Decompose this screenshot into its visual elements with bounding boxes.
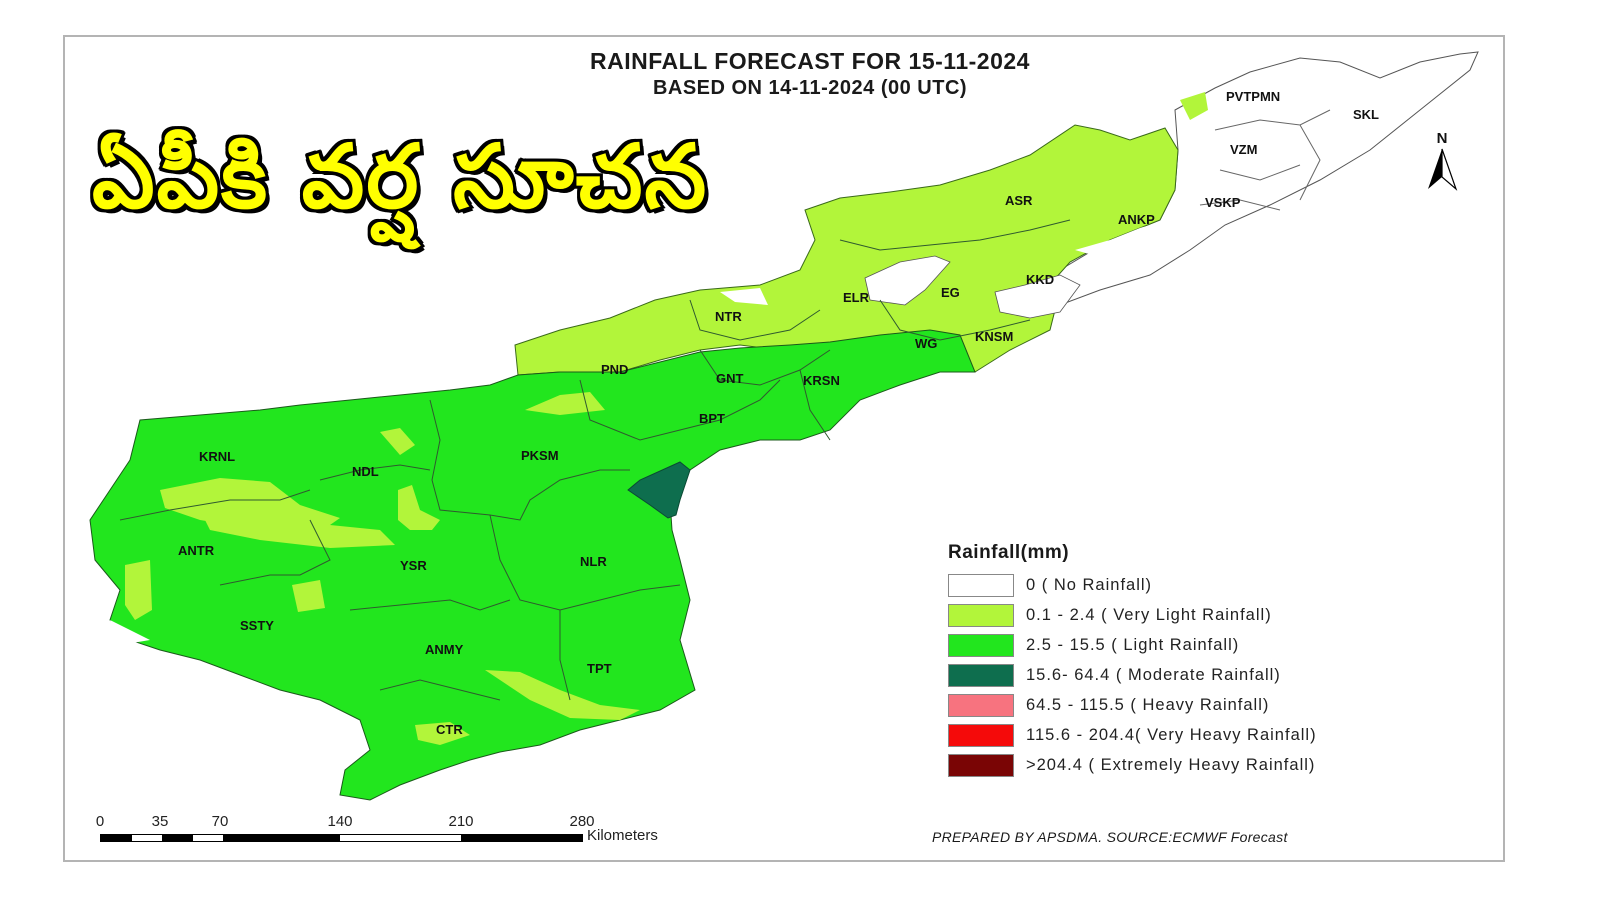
- district-label-knsm: KNSM: [975, 329, 1013, 344]
- source-credit: PREPARED BY APSDMA. SOURCE:ECMWF Forecas…: [932, 829, 1288, 845]
- district-label-ctr: CTR: [436, 722, 463, 737]
- district-label-pvtpmn: PVTPMN: [1226, 89, 1280, 104]
- district-label-eg: EG: [941, 285, 960, 300]
- legend-item-extremely-heavy: >204.4 ( Extremely Heavy Rainfall): [948, 750, 1317, 780]
- legend-item-very-light: 0.1 - 2.4 ( Very Light Rainfall): [948, 600, 1317, 630]
- scale-tick: 35: [151, 813, 169, 830]
- legend-swatch: [948, 633, 1014, 657]
- legend-item-no-rainfall: 0 ( No Rainfall): [948, 570, 1317, 600]
- north-label: N: [1436, 130, 1448, 147]
- scale-tick: 280: [569, 813, 595, 830]
- district-label-antr: ANTR: [178, 543, 215, 558]
- legend-label: 0 ( No Rainfall): [1026, 575, 1153, 594]
- region-light-south: [89, 329, 976, 801]
- legend-title: Rainfall(mm): [948, 542, 1070, 563]
- district-label-anmy: ANMY: [425, 642, 464, 657]
- legend-item-very-heavy: 115.6 - 204.4( Very Heavy Rainfall): [948, 720, 1317, 750]
- district-label-vzm: VZM: [1230, 142, 1257, 157]
- map-title: RAINFALL FORECAST FOR 15-11-2024 BASED O…: [480, 48, 1140, 100]
- district-label-elr: ELR: [843, 290, 870, 305]
- district-label-pksm: PKSM: [521, 448, 559, 463]
- telugu-headline: ఏపీకి వర్ష సూచన: [89, 122, 709, 231]
- scale-tick: 210: [448, 813, 474, 830]
- legend-label: 0.1 - 2.4 ( Very Light Rainfall): [1026, 605, 1272, 624]
- district-label-asr: ASR: [1005, 193, 1033, 208]
- legend-swatch: [948, 723, 1014, 747]
- legend-swatch: [948, 693, 1014, 717]
- legend-item-heavy: 64.5 - 115.5 ( Heavy Rainfall): [948, 690, 1317, 720]
- legend-swatch: [948, 603, 1014, 627]
- legend-swatch: [948, 573, 1014, 597]
- scale-tick: 70: [211, 813, 229, 830]
- district-label-nlr: NLR: [580, 554, 607, 569]
- district-label-krnl: KRNL: [199, 449, 235, 464]
- legend-label: >204.4 ( Extremely Heavy Rainfall): [1026, 755, 1316, 774]
- legend-item-light: 2.5 - 15.5 ( Light Rainfall): [948, 630, 1317, 660]
- district-label-pnd: PND: [601, 362, 628, 377]
- district-label-ssty: SSTY: [240, 618, 274, 633]
- district-label-krsn: KRSN: [803, 373, 840, 388]
- region-moderate: [627, 461, 691, 519]
- scale-tick: 0: [95, 813, 105, 830]
- district-label-gnt: GNT: [716, 371, 744, 386]
- legend: Rainfall(mm) 0 ( No Rainfall) 0.1 - 2.4 …: [948, 542, 1317, 780]
- legend-label: 2.5 - 15.5 ( Light Rainfall): [1026, 635, 1240, 654]
- legend-label: 64.5 - 115.5 ( Heavy Rainfall): [1026, 695, 1270, 714]
- district-label-bpt: BPT: [699, 411, 725, 426]
- district-label-wg: WG: [915, 336, 937, 351]
- district-label-ankp: ANKP: [1118, 212, 1155, 227]
- scale-unit: Kilometers: [587, 827, 658, 844]
- north-arrow-icon: [1428, 148, 1458, 191]
- title-line-1: RAINFALL FORECAST FOR 15-11-2024: [590, 48, 1030, 74]
- district-label-kkd: KKD: [1026, 272, 1054, 287]
- district-label-vskp: VSKP: [1205, 195, 1241, 210]
- legend-swatch: [948, 753, 1014, 777]
- legend-item-moderate: 15.6- 64.4 ( Moderate Rainfall): [948, 660, 1317, 690]
- legend-label: 115.6 - 204.4( Very Heavy Rainfall): [1026, 725, 1317, 744]
- district-label-skl: SKL: [1353, 107, 1379, 122]
- legend-swatch: [948, 663, 1014, 687]
- district-label-tpt: TPT: [587, 661, 612, 676]
- scale-tick: 140: [327, 813, 353, 830]
- district-label-ysr: YSR: [400, 558, 427, 573]
- district-label-ntr: NTR: [715, 309, 742, 324]
- north-arrow: N: [1424, 130, 1460, 196]
- legend-label: 15.6- 64.4 ( Moderate Rainfall): [1026, 665, 1281, 684]
- scale-bar-graphic: [100, 834, 583, 842]
- title-line-2: BASED ON 14-11-2024 (00 UTC): [652, 77, 968, 99]
- district-label-ndl: NDL: [352, 464, 379, 479]
